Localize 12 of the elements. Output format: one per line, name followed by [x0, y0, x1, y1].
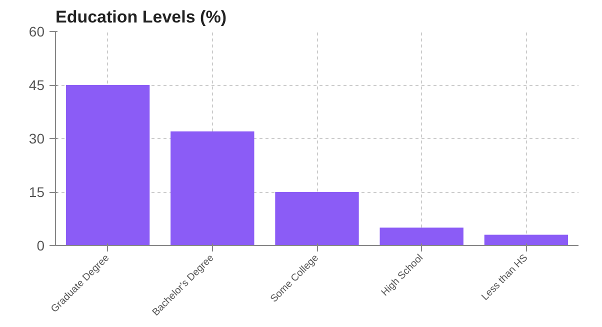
bar [170, 131, 254, 246]
x-tick-label: Less than HS [480, 252, 530, 303]
y-tick-label: 30 [28, 130, 45, 146]
y-tick-label: 45 [28, 77, 45, 93]
bar [275, 192, 359, 246]
y-tick-label: 0 [36, 238, 45, 254]
y-tick-label: 60 [28, 24, 45, 40]
bar [380, 228, 464, 246]
chart-title: Education Levels (%) [56, 8, 226, 26]
y-tick-label: 15 [28, 184, 45, 200]
bar [66, 85, 150, 246]
bar [484, 234, 568, 246]
